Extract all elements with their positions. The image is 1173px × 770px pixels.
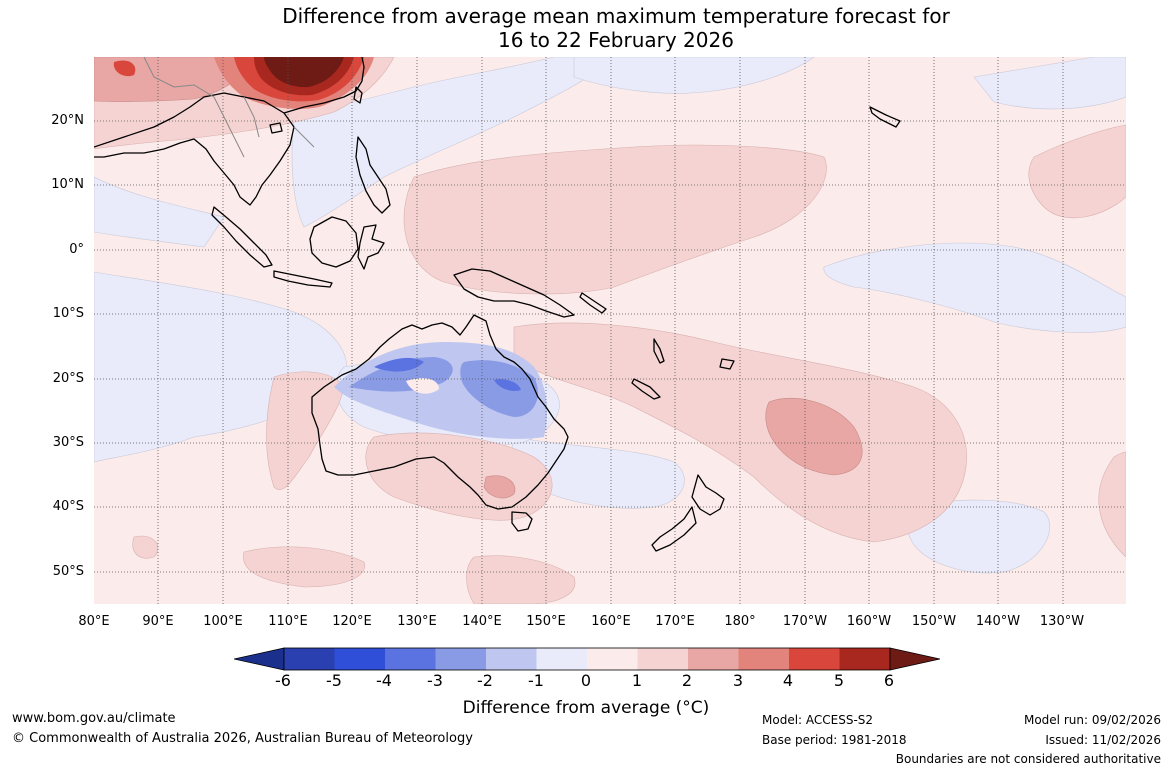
lat-label-10n: 10°N bbox=[51, 177, 84, 192]
anomaly-slightly-below-regions bbox=[94, 57, 1126, 574]
colorbar-tick: -6 bbox=[275, 671, 291, 690]
coastlines bbox=[94, 57, 901, 552]
lon-label-160w: 160°W bbox=[846, 614, 892, 629]
china-coast-coastline bbox=[283, 57, 365, 114]
new-zealand-south-coastline bbox=[651, 506, 697, 552]
lon-label-170e: 170°E bbox=[655, 614, 695, 629]
model-run-text: Model run: 09/02/2026 bbox=[1023, 713, 1161, 727]
lon-label-130w: 130°W bbox=[1039, 614, 1085, 629]
lon-label-130e: 130°E bbox=[397, 614, 437, 629]
lon-label-150e: 150°E bbox=[526, 614, 566, 629]
colorbar-tick: 5 bbox=[833, 671, 845, 690]
philippines-coastline bbox=[355, 136, 391, 214]
lon-label-140e: 140°E bbox=[462, 614, 502, 629]
colorbar-tick: 3 bbox=[732, 671, 744, 690]
new-zealand-coastline bbox=[691, 474, 725, 516]
tasmania-coastline bbox=[511, 511, 533, 532]
colorbar-tick: -3 bbox=[427, 671, 443, 690]
lat-label-30s: 30°S bbox=[52, 435, 84, 450]
lon-label-150w: 150°W bbox=[911, 614, 957, 629]
colorbar-tick: -2 bbox=[477, 671, 493, 690]
lat-label-50s: 50°S bbox=[52, 564, 84, 579]
colorbar-swatch bbox=[587, 648, 638, 670]
colorbar-swatch bbox=[486, 648, 537, 670]
sumatra-coastline bbox=[211, 206, 273, 268]
fiji-coastline bbox=[719, 358, 735, 370]
lon-label-100e: 100°E bbox=[203, 614, 243, 629]
colorbar-arrow-high bbox=[889, 647, 940, 671]
taiwan-coastline bbox=[353, 86, 363, 104]
colorbar-swatch bbox=[284, 648, 335, 670]
colorbar-tick: -1 bbox=[528, 671, 544, 690]
anomaly-cool-region-australia bbox=[334, 342, 547, 439]
colorbar-swatch bbox=[385, 648, 436, 670]
colorbar bbox=[234, 647, 940, 671]
colorbar-arrow-low bbox=[234, 647, 285, 671]
issued-text: Issued: 11/02/2026 bbox=[1045, 733, 1161, 747]
lat-label-40s: 40°S bbox=[52, 499, 84, 514]
copyright-text: © Commonwealth of Australia 2026, Austra… bbox=[12, 731, 473, 746]
australia-coastline bbox=[311, 314, 569, 510]
lon-label-110e: 110°E bbox=[268, 614, 308, 629]
website-text: www.bom.gov.au/climate bbox=[12, 711, 176, 726]
lat-label-10s: 10°S bbox=[52, 306, 84, 321]
model-text: Model: ACCESS-S2 bbox=[762, 713, 874, 727]
lon-label-170w: 170°W bbox=[782, 614, 828, 629]
lon-label-140w: 140°W bbox=[975, 614, 1021, 629]
colorbar-tick: -4 bbox=[376, 671, 392, 690]
colorbar-swatch bbox=[334, 648, 385, 670]
hainan-coastline bbox=[269, 122, 283, 134]
map-grid bbox=[94, 57, 1126, 604]
lat-label-20n: 20°N bbox=[51, 113, 84, 128]
colorbar-swatch bbox=[789, 648, 840, 670]
colorbar-label: Difference from average (°C) bbox=[462, 698, 710, 718]
colorbar-tick: 6 bbox=[883, 671, 895, 690]
forecast-map bbox=[94, 57, 1126, 604]
colorbar-swatch bbox=[435, 648, 486, 670]
colorbar-swatch bbox=[637, 648, 688, 670]
new-caledonia-coastline bbox=[631, 378, 661, 400]
lon-label-80e: 80°E bbox=[78, 614, 110, 629]
colorbar-swatch bbox=[738, 648, 789, 670]
lon-label-180: 180° bbox=[724, 614, 756, 629]
solomon-islands-coastline bbox=[579, 292, 607, 314]
colorbar-swatch bbox=[536, 648, 587, 670]
lat-label-20s: 20°S bbox=[52, 371, 84, 386]
base-period-text: Base period: 1981-2018 bbox=[762, 733, 907, 747]
colorbar-swatch bbox=[839, 648, 890, 670]
colorbar-swatch bbox=[688, 648, 739, 670]
anomaly-hot-region-china bbox=[113, 57, 374, 109]
title-line-2: 16 to 22 February 2026 bbox=[498, 28, 734, 52]
lon-label-160e: 160°E bbox=[591, 614, 631, 629]
title-line-1: Difference from average mean maximum tem… bbox=[282, 4, 950, 28]
map-canvas bbox=[94, 57, 1126, 604]
chart-title: Difference from average mean maximum tem… bbox=[0, 4, 1173, 52]
colorbar-tick: -5 bbox=[326, 671, 342, 690]
colorbar-swatches bbox=[234, 647, 940, 671]
colorbar-tick: 1 bbox=[631, 671, 643, 690]
java-coastline bbox=[273, 270, 333, 288]
lat-label-0: 0° bbox=[69, 242, 84, 257]
borneo-coastline bbox=[309, 216, 359, 268]
disclaimer-text: Boundaries are not considered authoritat… bbox=[895, 752, 1161, 766]
vanuatu-coastline bbox=[653, 338, 665, 364]
boundaries bbox=[143, 57, 315, 158]
lon-label-90e: 90°E bbox=[142, 614, 174, 629]
se-asia-coastline bbox=[94, 92, 295, 206]
new-guinea-coastline bbox=[453, 268, 575, 318]
colorbar-tick: 4 bbox=[782, 671, 794, 690]
lon-label-120e: 120°E bbox=[332, 614, 372, 629]
colorbar-tick: 2 bbox=[681, 671, 693, 690]
sulawesi-coastline bbox=[357, 224, 385, 270]
hawaii-coastline bbox=[869, 106, 901, 128]
colorbar-tick: 0 bbox=[580, 671, 592, 690]
